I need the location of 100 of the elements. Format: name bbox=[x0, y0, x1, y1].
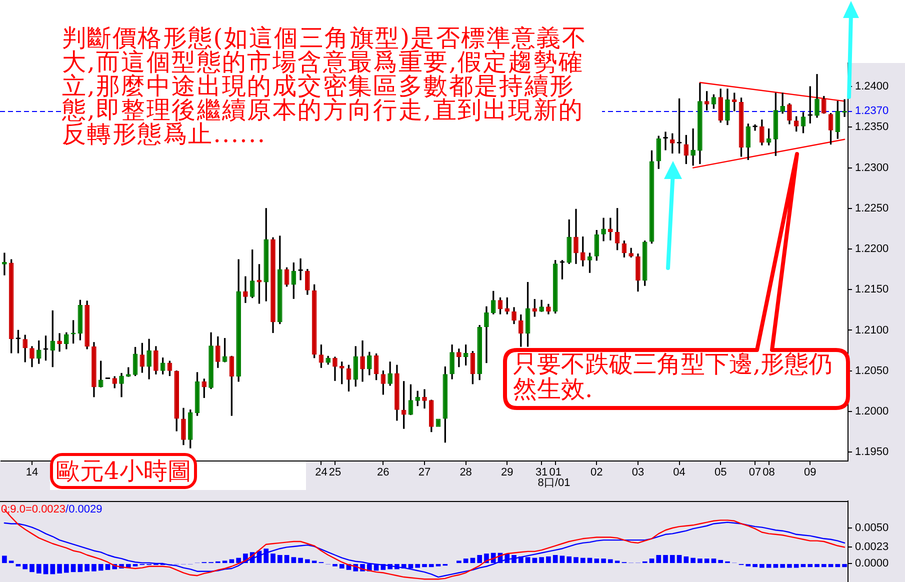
bar bbox=[291, 557, 296, 564]
bar bbox=[752, 564, 758, 568]
bar bbox=[608, 559, 613, 564]
x-tick-label: 29 bbox=[501, 466, 514, 479]
bar bbox=[676, 555, 682, 564]
candlestick bbox=[690, 128, 696, 166]
bar bbox=[98, 564, 104, 571]
bar bbox=[222, 560, 228, 564]
text: 8口/01 bbox=[536, 477, 572, 490]
y-tick-label: 1.2300 bbox=[855, 162, 889, 174]
bar bbox=[842, 564, 847, 568]
ref-line-label: 1.2370 bbox=[855, 104, 889, 117]
bar bbox=[773, 564, 778, 568]
x-tick-label: 27 bbox=[418, 466, 431, 479]
bar bbox=[663, 555, 668, 564]
bar bbox=[808, 564, 813, 568]
x-tick-label: 14 bbox=[26, 466, 38, 479]
y-tick-label: 1.2100 bbox=[855, 324, 889, 336]
series-label: 0;9.0=0.0023 bbox=[1, 504, 66, 516]
y-tick-label: 0.0000 bbox=[855, 558, 889, 570]
annotation: 判斷價格形態(如這個三角旗型)是否標準意義不大,而這個型態的市場含意最爲重要,假定趨勢確立,那麼中途出現的成交密集區多數都是持續形態,即整理後繼續原本的方向行走,直到出現新的反轉形態爲止...... bbox=[62, 24, 602, 148]
bar bbox=[546, 556, 551, 564]
bar bbox=[2, 556, 7, 564]
text: 歐元4小時圖 bbox=[50, 453, 198, 489]
x-tick-label: 03 bbox=[632, 466, 644, 479]
bar bbox=[566, 556, 572, 564]
y-tick-label: 1.2250 bbox=[855, 202, 889, 214]
x-tick-label: 01 bbox=[549, 466, 562, 479]
bar bbox=[463, 558, 468, 564]
annotation: 只要不跌破三角型下邊,形態仍然生效. bbox=[513, 350, 834, 403]
bar bbox=[780, 564, 785, 568]
bar bbox=[264, 548, 269, 564]
bar bbox=[821, 564, 826, 568]
text: /0.0029 bbox=[66, 504, 102, 516]
bar bbox=[8, 560, 14, 564]
candlestick bbox=[243, 276, 248, 303]
y-tick-label: 1.2000 bbox=[855, 405, 889, 418]
bar bbox=[718, 560, 724, 564]
bar bbox=[270, 554, 276, 564]
bar bbox=[560, 556, 565, 564]
y-tick-label: 1.2050 bbox=[855, 364, 889, 377]
candlestick bbox=[608, 218, 613, 240]
x-tick-label: 02 bbox=[590, 466, 603, 479]
y-tick-label: 1.2150 bbox=[855, 284, 889, 296]
candlestick bbox=[422, 389, 427, 409]
x-tick-label: 08 bbox=[762, 466, 775, 479]
bar bbox=[698, 558, 702, 564]
bar bbox=[70, 564, 76, 572]
bar bbox=[532, 558, 538, 564]
bar bbox=[525, 557, 530, 564]
bar bbox=[704, 558, 710, 564]
bar bbox=[22, 564, 28, 570]
bar bbox=[36, 564, 42, 574]
candlestick bbox=[2, 252, 7, 276]
bar bbox=[574, 557, 578, 564]
bar bbox=[470, 558, 476, 564]
bar bbox=[30, 564, 34, 572]
bar bbox=[50, 564, 56, 574]
bar bbox=[552, 555, 558, 564]
bar bbox=[477, 555, 482, 564]
bar bbox=[57, 564, 62, 574]
bar bbox=[766, 564, 772, 568]
y-tick-label: 1.2400 bbox=[855, 80, 889, 93]
bar bbox=[415, 564, 420, 568]
bar bbox=[794, 564, 799, 568]
bar bbox=[339, 564, 344, 568]
bar bbox=[64, 564, 69, 573]
bar bbox=[428, 564, 434, 568]
y-tick-label: 1.2200 bbox=[855, 243, 889, 256]
bar bbox=[814, 564, 820, 568]
bar bbox=[422, 564, 427, 568]
bar bbox=[690, 558, 696, 564]
bar bbox=[236, 558, 241, 564]
x-tick-label: 07 bbox=[748, 466, 762, 479]
bar bbox=[539, 557, 544, 564]
bar bbox=[711, 558, 716, 564]
bar bbox=[800, 564, 806, 568]
bar bbox=[670, 555, 675, 564]
bar bbox=[43, 564, 48, 574]
bar bbox=[408, 564, 414, 568]
bar bbox=[656, 555, 662, 564]
bar bbox=[298, 558, 303, 564]
bar bbox=[92, 564, 96, 572]
bar bbox=[284, 555, 290, 564]
y-tick-label: 0.0023 bbox=[855, 541, 889, 554]
x-tick-label: 26 bbox=[377, 466, 390, 479]
bar bbox=[105, 564, 110, 570]
y-tick-label: 1.2350 bbox=[855, 121, 889, 134]
bar bbox=[587, 558, 592, 564]
x-tick-label: 28 bbox=[460, 466, 472, 479]
bar bbox=[649, 558, 654, 564]
bar bbox=[614, 560, 620, 564]
bar bbox=[684, 556, 689, 564]
x-tick-label: 09 bbox=[804, 466, 816, 479]
bar bbox=[78, 564, 83, 572]
bar bbox=[84, 564, 90, 572]
bar bbox=[787, 564, 792, 568]
bar bbox=[305, 559, 310, 564]
bar bbox=[828, 564, 834, 568]
bar bbox=[601, 558, 606, 564]
